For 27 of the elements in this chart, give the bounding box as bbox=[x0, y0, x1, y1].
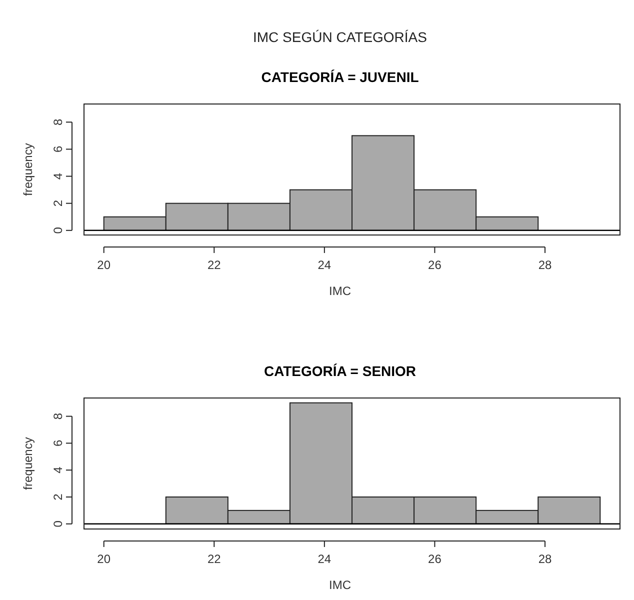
y-tick-label: 0 bbox=[51, 520, 65, 528]
x-tick-label: 26 bbox=[428, 258, 442, 272]
chart-title: CATEGORÍA = SENIOR bbox=[264, 363, 416, 379]
x-tick-label: 24 bbox=[318, 552, 332, 566]
y-tick-label: 8 bbox=[51, 118, 65, 126]
y-tick-label: 2 bbox=[51, 200, 65, 207]
x-tick-label: 20 bbox=[97, 552, 111, 566]
x-tick-label: 26 bbox=[428, 552, 442, 566]
x-tick-label: 22 bbox=[207, 552, 222, 566]
y-tick-label: 4 bbox=[51, 172, 65, 180]
y-tick-label: 2 bbox=[51, 493, 65, 500]
x-axis-title: IMC bbox=[329, 284, 352, 298]
y-tick-label: 6 bbox=[51, 146, 65, 153]
text: IMC SEGÚN CATEGORÍAS bbox=[253, 29, 427, 45]
y-tick-label: 8 bbox=[51, 412, 65, 420]
x-tick-label: 28 bbox=[538, 552, 552, 566]
x-tick-label: 20 bbox=[97, 258, 111, 272]
y-tick-label: 6 bbox=[51, 440, 65, 447]
y-tick-label: 4 bbox=[51, 466, 65, 474]
y-tick-label: 0 bbox=[51, 226, 65, 234]
x-tick-label: 28 bbox=[538, 258, 552, 272]
x-tick-label: 22 bbox=[207, 258, 222, 272]
x-tick-label: 24 bbox=[318, 258, 332, 272]
y-axis-title: frequency bbox=[21, 437, 35, 490]
x-axis-title: IMC bbox=[329, 578, 352, 592]
y-axis-title: frequency bbox=[21, 143, 35, 196]
chart-title: CATEGORÍA = JUVENIL bbox=[261, 69, 420, 85]
